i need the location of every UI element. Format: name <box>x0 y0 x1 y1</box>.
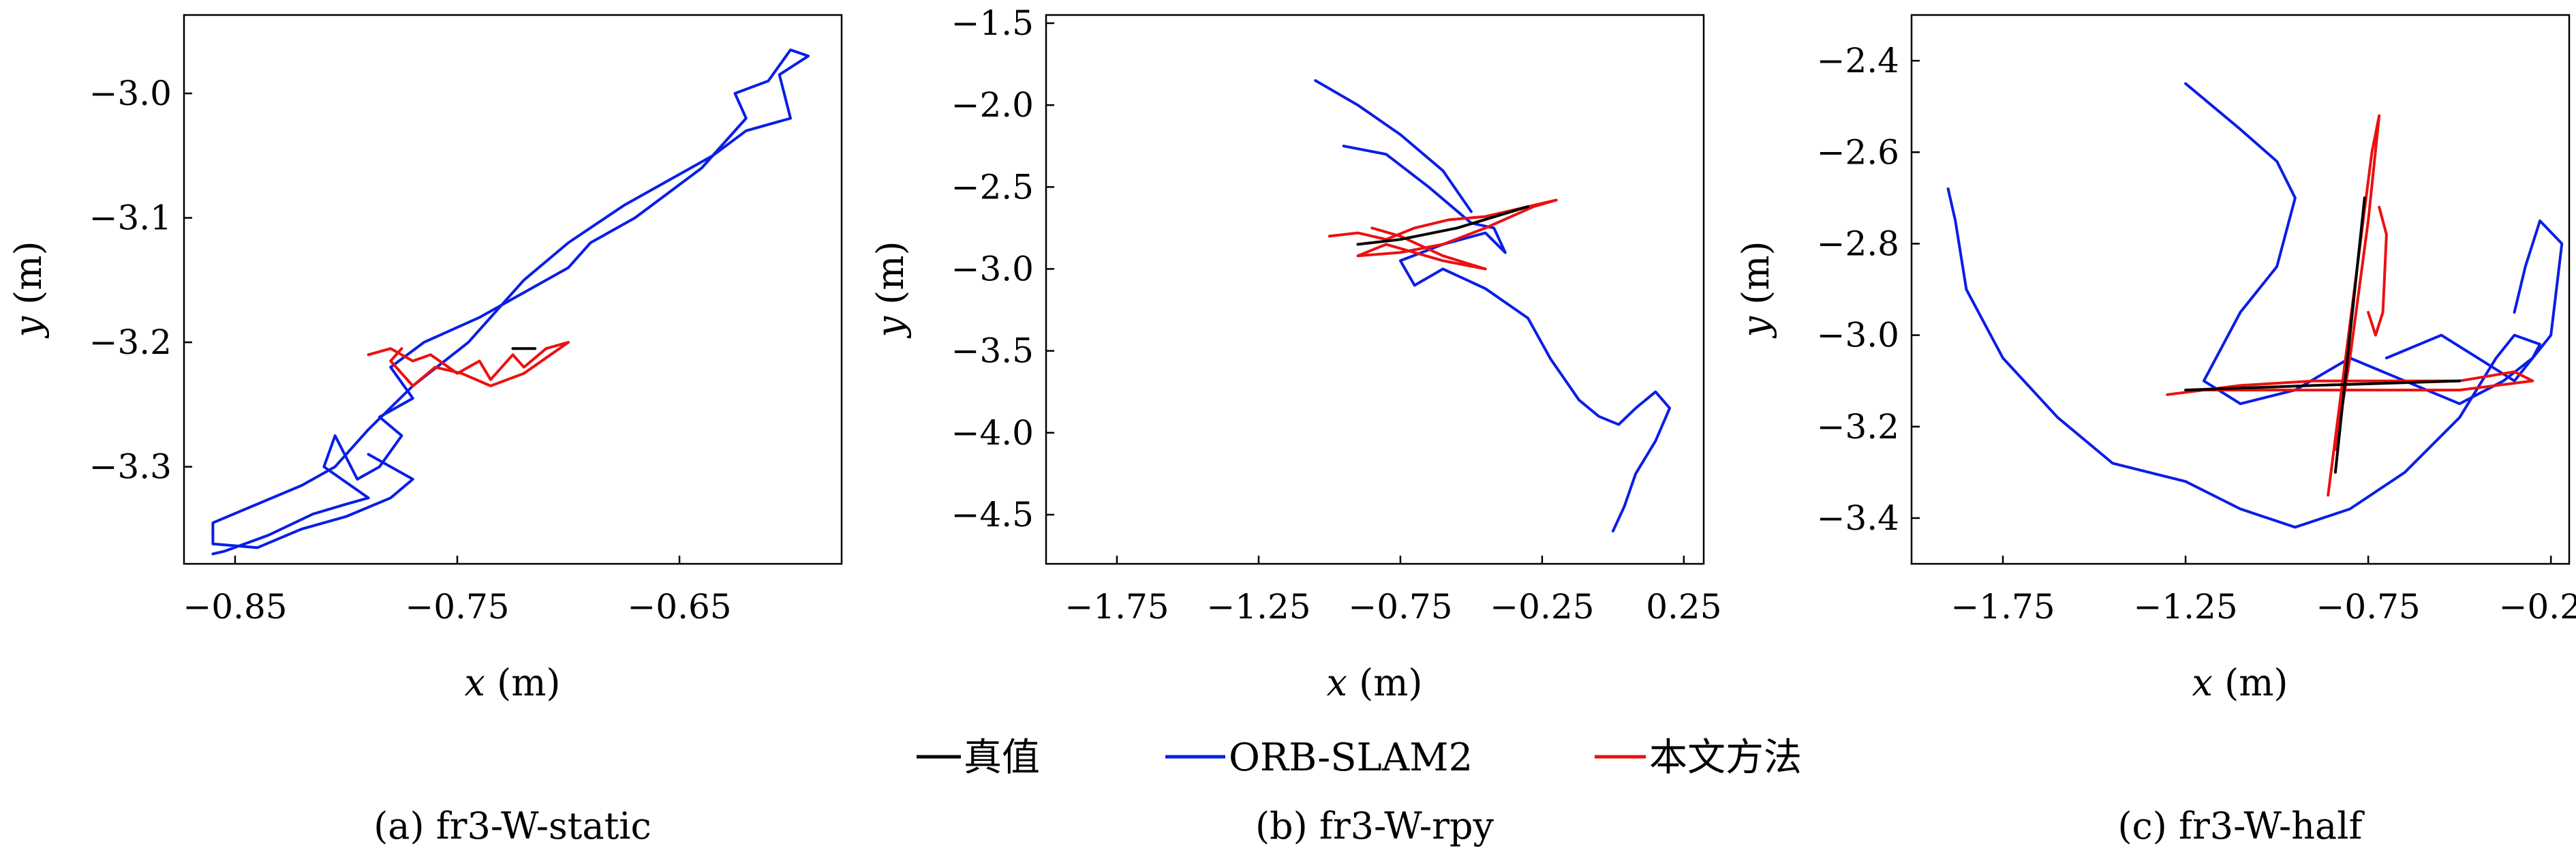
y-tick-label: −3.2 <box>1817 407 1899 447</box>
x-ticks: −1.75 −1.25 −0.75 −0.25 <box>1950 556 2576 627</box>
y-tick-label: −3.5 <box>951 331 1034 371</box>
y-axis-label: y (m) <box>1734 241 1777 338</box>
y-tick-label: −3.4 <box>1817 498 1899 538</box>
series-line-orb-slam2 <box>1946 82 2542 529</box>
series-line-proposed-method <box>367 341 570 387</box>
y-ticks: −3.0 −3.1 −3.2 −3.3 <box>89 74 192 487</box>
panel-b: −1.75 −1.25 −0.75 −0.25 0.25 −1.5 −2.0 −2.5 −3.… <box>869 3 1722 847</box>
y-tick-label: −2.6 <box>1817 132 1899 172</box>
legend-label-orb-slam2: ORB-SLAM2 <box>1229 736 1473 780</box>
x-tick-label: −0.75 <box>1348 587 1452 627</box>
series-line-orb-slam2 <box>1342 145 1672 532</box>
x-axis-label: x (m) <box>1327 661 1423 704</box>
y-ticks: −2.4 −2.6 −2.8 −3.0 −3.2 −3.4 <box>1817 41 1920 538</box>
series-group <box>1946 82 2564 529</box>
x-ticks: −1.75 −1.25 −0.75 −0.25 0.25 <box>1064 556 1722 627</box>
y-tick-label: −2.5 <box>951 167 1034 207</box>
x-tick-label: −1.25 <box>2133 587 2237 627</box>
series-line-proposed-method <box>2166 370 2534 396</box>
y-ticks: −1.5 −2.0 −2.5 −3.0 −3.5 −4.0 −4.5 <box>951 3 1054 535</box>
series-line-ground-truth <box>1356 205 1530 246</box>
caption: (b) fr3-W-rpy <box>1255 805 1494 847</box>
y-tick-label: −3.0 <box>89 74 172 113</box>
caption: (c) fr3-W-half <box>2117 805 2365 847</box>
series-line-orb-slam2 <box>2385 219 2564 382</box>
series-line-ground-truth <box>2333 196 2366 474</box>
x-tick-label: 0.25 <box>1646 587 1721 627</box>
y-tick-label: −1.5 <box>951 3 1034 43</box>
y-axis-label: y (m) <box>869 241 912 338</box>
y-tick-label: −4.5 <box>951 495 1034 535</box>
panel-a: −0.85 −0.75 −0.65 −3.0 −3.1 −3.2 −3.3 x (m) y… <box>7 14 843 847</box>
x-tick-label: −0.75 <box>405 587 509 627</box>
series-group <box>211 48 810 556</box>
plot-frame <box>1910 14 2571 565</box>
legend: 真值 ORB-SLAM2 本文方法 <box>917 736 1802 780</box>
x-axis-label: x (m) <box>465 661 561 704</box>
series-line-proposed-method <box>1328 198 1558 271</box>
plot-frame <box>1045 14 1705 565</box>
legend-label-proposed-method: 本文方法 <box>1649 736 1802 780</box>
x-ticks: −0.85 −0.75 −0.65 <box>183 556 732 627</box>
x-tick-label: −0.25 <box>2499 587 2576 627</box>
x-tick-label: −0.25 <box>1490 587 1594 627</box>
x-tick-label: −0.85 <box>183 587 287 627</box>
plot-frame <box>183 14 843 565</box>
x-tick-label: −0.65 <box>627 587 731 627</box>
y-tick-label: −4.0 <box>951 413 1034 453</box>
y-tick-label: −3.2 <box>89 322 172 362</box>
y-tick-label: −3.0 <box>1817 316 1899 355</box>
y-tick-label: −2.0 <box>951 85 1034 125</box>
y-tick-label: −2.8 <box>1817 224 1899 263</box>
series-line-proposed-method <box>2367 205 2388 337</box>
x-tick-label: −1.75 <box>1950 587 2055 627</box>
x-axis-label: x (m) <box>2192 661 2288 704</box>
series-group <box>1314 79 1672 532</box>
x-tick-label: −1.75 <box>1064 587 1169 627</box>
x-tick-label: −0.75 <box>2316 587 2421 627</box>
caption: (a) fr3-W-static <box>373 805 651 847</box>
panel-c: −1.75 −1.25 −0.75 −0.25 −2.4 −2.6 −2.8 −3.0 −3.… <box>1734 14 2576 847</box>
y-tick-label: −3.0 <box>951 249 1034 288</box>
y-axis-label: y (m) <box>7 241 50 338</box>
y-tick-label: −3.1 <box>89 198 172 238</box>
y-tick-label: −2.4 <box>1817 41 1899 80</box>
legend-label-ground-truth: 真值 <box>964 736 1040 780</box>
series-line-proposed-method <box>2327 114 2381 497</box>
y-tick-label: −3.3 <box>89 447 172 487</box>
series-line-orb-slam2 <box>1314 79 1473 213</box>
x-tick-label: −1.25 <box>1206 587 1310 627</box>
series-line-ground-truth <box>2184 379 2462 392</box>
series-line-orb-slam2 <box>211 48 810 556</box>
